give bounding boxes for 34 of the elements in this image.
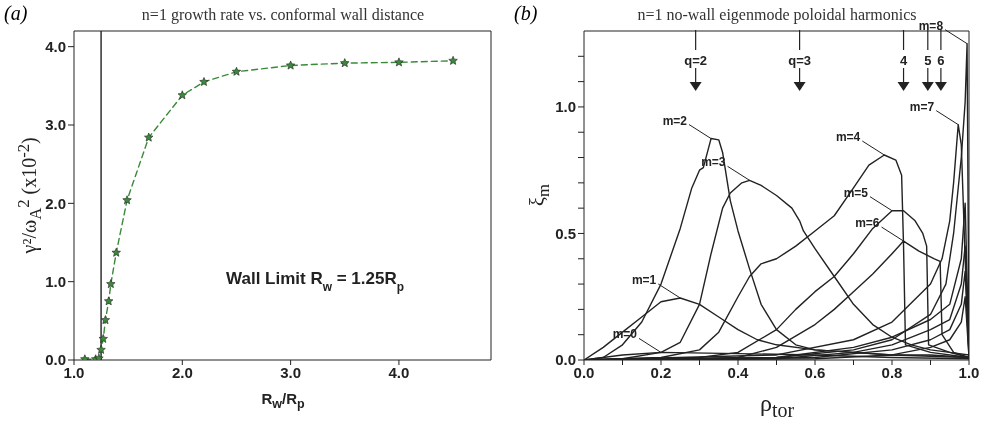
y-tick-label: 1.0: [555, 98, 576, 116]
y-tick-label: 4.0: [45, 37, 66, 55]
text: m=8: [918, 18, 944, 33]
x-tick-label: 4.0: [388, 363, 410, 381]
text: (b): [514, 2, 538, 25]
y-tick-label: 3.0: [45, 116, 66, 134]
series-label: m=1: [631, 273, 657, 287]
x-tick-label: 2.0: [171, 363, 193, 381]
x-axis-title: ρ$_{tor}$: [758, 390, 796, 422]
y-tick-label: 0.0: [555, 351, 576, 369]
series-label: m=4: [835, 130, 861, 145]
annotation: q=3: [788, 53, 811, 68]
ref-line-label: Wall Limit R$_{w}$ = 1.25R$_{p}$: [226, 269, 404, 295]
x-tick-label: 0.6: [804, 363, 826, 381]
y-tick-label: 0.0: [45, 351, 66, 369]
annotation: 6: [937, 53, 945, 68]
text: m=6: [855, 216, 880, 231]
x-tick-label: 0.8: [881, 363, 903, 381]
x-tick-label: 0.2: [650, 363, 672, 381]
y-tick-label: 2.0: [45, 194, 66, 212]
text: (a): [4, 2, 28, 25]
text: m=2: [662, 113, 688, 128]
x-tick-label: 3.0: [280, 363, 302, 381]
annotation: 4: [899, 53, 908, 68]
chart-title: n=1 no-wall eigenmode poloidal harmonics: [637, 6, 917, 23]
annotation: q=2: [684, 53, 708, 68]
x-tick-label: 0.4: [727, 363, 750, 381]
x-axis-title: R$_{w}$/R$_{p}$: [260, 390, 306, 411]
annotation: 5: [924, 53, 932, 68]
x-tick-label: 1.0: [958, 363, 980, 381]
chart-title: n=1 growth rate vs. conformal wall distance: [140, 6, 426, 24]
legend-label: m=7: [909, 99, 935, 114]
y-tick-label: 1.0: [45, 272, 66, 290]
y-tick-label: 0.5: [555, 224, 576, 242]
